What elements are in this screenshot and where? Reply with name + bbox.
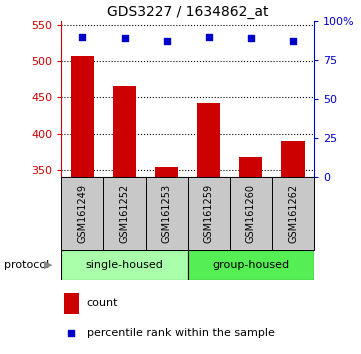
Bar xyxy=(104,177,145,250)
Bar xyxy=(282,141,305,177)
Text: percentile rank within the sample: percentile rank within the sample xyxy=(87,328,274,338)
Bar xyxy=(113,86,136,177)
Point xyxy=(290,39,296,44)
Text: count: count xyxy=(87,298,118,308)
Point xyxy=(69,330,74,336)
Bar xyxy=(230,177,272,250)
Bar xyxy=(197,103,220,177)
Text: GSM161249: GSM161249 xyxy=(77,184,87,243)
Bar xyxy=(71,56,94,177)
Point xyxy=(122,35,127,41)
Bar xyxy=(272,177,314,250)
Point xyxy=(206,34,212,40)
Text: single-housed: single-housed xyxy=(86,259,164,270)
Bar xyxy=(61,177,104,250)
Text: protocol: protocol xyxy=(4,260,49,270)
Title: GDS3227 / 1634862_at: GDS3227 / 1634862_at xyxy=(107,5,269,19)
Bar xyxy=(64,293,79,314)
Bar xyxy=(145,177,188,250)
Text: GSM161253: GSM161253 xyxy=(162,184,172,243)
Bar xyxy=(155,167,178,177)
Bar xyxy=(188,250,314,280)
Bar xyxy=(188,177,230,250)
Text: ▶: ▶ xyxy=(44,260,52,270)
Bar xyxy=(239,158,262,177)
Point xyxy=(164,39,170,44)
Text: GSM161262: GSM161262 xyxy=(288,184,298,243)
Point xyxy=(79,34,85,40)
Text: group-housed: group-housed xyxy=(212,259,290,270)
Bar xyxy=(61,250,188,280)
Text: GSM161259: GSM161259 xyxy=(204,184,214,243)
Text: GSM161252: GSM161252 xyxy=(119,184,130,243)
Text: GSM161260: GSM161260 xyxy=(246,184,256,243)
Point xyxy=(248,35,254,41)
